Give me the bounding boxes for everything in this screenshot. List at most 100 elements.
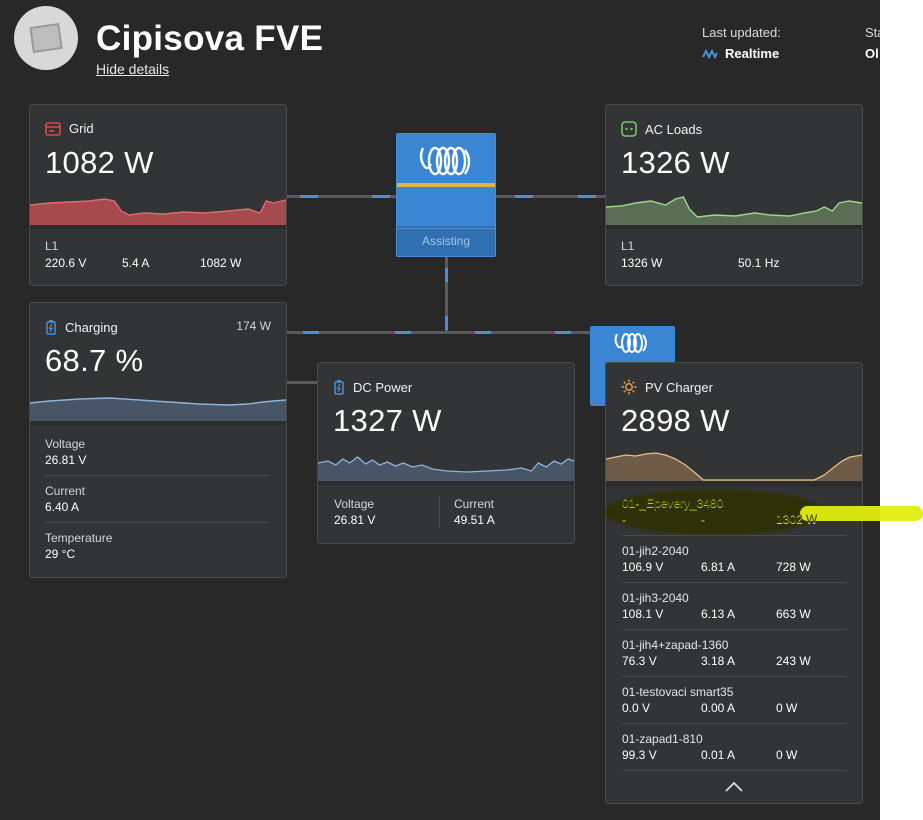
realtime-text: Realtime <box>725 46 780 61</box>
status-label: Sta <box>865 25 880 40</box>
dc-power-title: DC Power <box>353 379 413 395</box>
grid-phase-power: 1082 W <box>200 256 242 270</box>
pv-charger-name: 01-_Epevery_3480 <box>622 496 724 510</box>
dc-column-divider <box>439 497 440 527</box>
battery-temp-label: Temperature <box>45 531 113 545</box>
battery-current-label: Current <box>45 484 86 498</box>
grid-phase-label: L1 <box>45 239 59 253</box>
marker-highlight-tail <box>800 506 923 521</box>
site-title: Cipisova FVE <box>96 19 324 58</box>
pv-charger-name: 01-zapad1-810 <box>622 732 703 746</box>
pv-charger-current: 0.00 A <box>701 701 736 715</box>
pv-row-divider <box>622 582 846 583</box>
flow-dash <box>445 316 448 330</box>
flow-dash <box>578 195 596 198</box>
connector-inverter-acloads <box>496 195 606 198</box>
battery-voltage-label: Voltage <box>45 437 86 451</box>
flow-dash <box>555 331 571 334</box>
marker-highlight <box>604 489 824 535</box>
flow-dash <box>475 331 491 334</box>
grid-card[interactable]: Grid 1082 W L1 220.6 V 5.4 A 1082 W <box>29 104 287 286</box>
dc-voltage: 26.81 V <box>334 513 376 527</box>
grid-title: Grid <box>69 121 94 136</box>
inverter-status: Assisting <box>397 228 495 248</box>
pv-row-divider <box>622 676 846 677</box>
ac-loads-power-graph[interactable] <box>606 193 862 225</box>
site-image-icon <box>29 23 63 53</box>
flow-dash <box>372 195 390 198</box>
battery-header: Charging <box>45 319 118 335</box>
ac-loads-power-value: 1326 W <box>621 145 730 180</box>
grid-power-value: 1082 W <box>45 145 154 180</box>
grid-header: Grid <box>45 121 94 136</box>
pv-charger-title: PV Charger <box>645 379 713 395</box>
ac-loads-phase-label: L1 <box>621 239 635 253</box>
victron-logo-icon <box>614 333 647 353</box>
pv-charger-power: 243 W <box>776 654 811 668</box>
battery-card[interactable]: Charging 174 W 68.7 % Voltage 26.81 V Cu… <box>29 302 287 578</box>
pv-row-divider <box>622 770 846 771</box>
pv-charger-voltage: 108.1 V <box>622 607 664 621</box>
dc-current: 49.51 A <box>454 513 495 527</box>
inverter-stripe <box>397 183 495 187</box>
dc-power-header: DC Power <box>333 379 412 395</box>
battery-title: Charging <box>65 319 118 335</box>
pv-charger-voltage: 76.3 V <box>622 654 657 668</box>
pv-charger-current: 0.01 A <box>701 748 736 762</box>
last-updated-label: Last updated: <box>702 25 781 40</box>
flow-dash <box>303 331 319 334</box>
sun-icon <box>621 379 637 395</box>
battery-row-divider <box>45 522 269 523</box>
pv-charger-card[interactable]: PV Charger 2898 W 01-_Epevery_3480 - - 1… <box>605 362 863 804</box>
pv-charger-current: 3.18 A <box>701 654 736 668</box>
grid-divider <box>30 225 286 229</box>
battery-row-divider <box>45 475 269 476</box>
pv-charger-current: - <box>701 512 705 526</box>
connector-grid-inverter <box>287 195 397 198</box>
pv-charger-name: 01-jih2-2040 <box>622 544 689 558</box>
pv-charger-voltage: 106.9 V <box>622 560 664 574</box>
highlighted-row-overlay: 01-_Epevery_3480 - - 1302 W <box>622 496 817 526</box>
pv-charger-name: 01-jih3-2040 <box>622 591 689 605</box>
pv-charger-voltage: - <box>622 512 626 526</box>
pv-power-graph[interactable] <box>606 451 862 481</box>
ac-loads-header: AC Loads <box>621 121 702 137</box>
pv-charger-power: 0 W <box>776 748 798 762</box>
ac-loads-title: AC Loads <box>645 121 703 137</box>
dc-power-graph[interactable] <box>318 451 574 481</box>
pv-row-divider <box>622 723 846 724</box>
flow-dash <box>395 331 411 334</box>
ac-loads-frequency: 50.1 Hz <box>738 256 780 270</box>
battery-icon <box>46 320 56 335</box>
connector-inverter-dcbus <box>445 257 448 333</box>
pv-charger-power: 1302 W <box>776 512 818 526</box>
grid-power-graph[interactable] <box>30 193 286 225</box>
pv-charger-power: 0 W <box>776 701 798 715</box>
inverter-card[interactable]: Assisting <box>396 133 496 257</box>
battery-soc-graph[interactable] <box>30 391 286 421</box>
pv-charger-voltage: 99.3 V <box>622 748 657 762</box>
pv-row-divider <box>622 535 846 536</box>
flow-dash <box>300 195 318 198</box>
pv-divider <box>606 481 862 487</box>
flow-dash <box>445 268 448 282</box>
pv-charger-power: 663 W <box>776 607 811 621</box>
ac-loads-divider <box>606 225 862 229</box>
dashboard: Cipisova FVE Hide details Last updated: … <box>0 0 880 820</box>
pv-charger-current: 6.81 A <box>701 560 736 574</box>
battery-icon <box>334 380 344 395</box>
hide-details-link[interactable]: Hide details <box>96 61 170 77</box>
ac-loads-card[interactable]: AC Loads 1326 W L1 1326 W 50.1 Hz <box>605 104 863 286</box>
collapse-chevron-up-icon[interactable] <box>724 781 744 793</box>
flow-dash <box>515 195 533 198</box>
grid-icon <box>45 121 61 136</box>
dc-power-card[interactable]: DC Power 1327 W Voltage 26.81 V Current … <box>317 362 575 544</box>
victron-logo-icon <box>419 146 471 176</box>
battery-current: 6.40 A <box>45 500 80 514</box>
battery-divider <box>30 421 286 425</box>
dc-power-value: 1327 W <box>333 403 442 438</box>
battery-soc-value: 68.7 % <box>45 343 144 378</box>
site-avatar[interactable] <box>14 6 78 70</box>
battery-temp: 29 °C <box>45 547 76 561</box>
last-updated-value: Realtime <box>702 46 779 61</box>
